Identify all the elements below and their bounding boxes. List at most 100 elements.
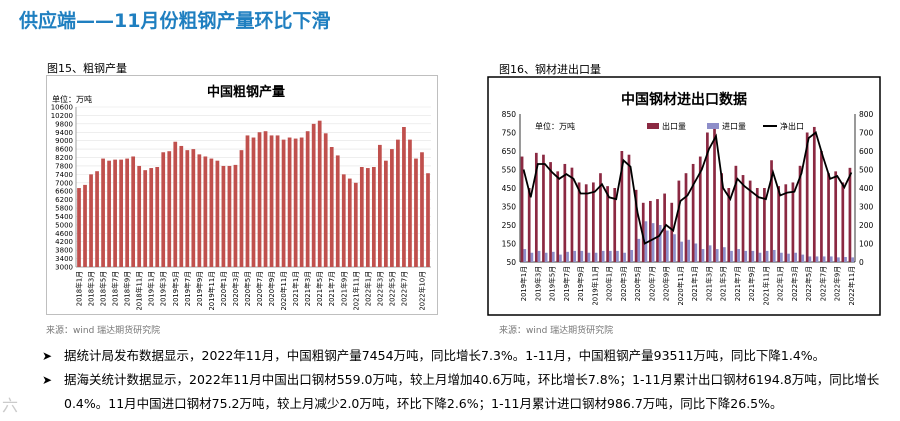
y-left-tick-label: 450 — [502, 184, 517, 193]
y-right-tick-label: 800 — [859, 110, 874, 119]
bar — [83, 184, 87, 267]
export-bar — [527, 188, 531, 262]
x-tick-label: 2019年1月 — [147, 271, 156, 306]
bullet-text: 据统计局发布数据显示，2022年11月，中国粗钢产量7454万吨，同比增长7.3… — [64, 348, 826, 363]
bar — [131, 156, 136, 267]
unit-label: 单位：万吨 — [52, 94, 92, 104]
export-bar — [727, 188, 731, 262]
export-bar — [770, 160, 773, 262]
export-bar — [556, 171, 560, 262]
x-tick-label: 2022年5月 — [387, 271, 396, 306]
x-tick-label: 2021年11月 — [351, 271, 360, 311]
bar — [341, 174, 346, 267]
bar — [305, 131, 310, 267]
bar — [269, 135, 274, 267]
import-bar — [673, 234, 676, 262]
y-tick-label: 3800 — [55, 247, 73, 255]
y-tick-label: 9000 — [55, 137, 73, 145]
import-bar — [829, 256, 833, 262]
x-tick-label: 2021年9月 — [339, 271, 348, 306]
x-tick-label: 2022年3月 — [790, 266, 799, 301]
import-bar — [680, 241, 683, 262]
x-tick-label: 2021年9月 — [747, 266, 756, 301]
fig16-source: 来源：wind 瑞达期货研究院 — [499, 326, 614, 336]
y-left-tick-label: 550 — [502, 166, 517, 175]
bar — [215, 160, 220, 267]
import-bar — [637, 238, 641, 262]
x-tick-label: 2022年5月 — [804, 266, 813, 301]
y-right-tick-label: 700 — [859, 129, 874, 138]
x-tick-label: 2020年11月 — [279, 271, 288, 311]
x-tick-label: 2019年11月 — [590, 266, 599, 306]
import-bar — [787, 253, 790, 262]
legend-label: 进口量 — [722, 122, 746, 131]
x-tick-label: 2021年5月 — [315, 271, 324, 306]
bar — [396, 139, 400, 267]
import-bar — [630, 249, 634, 262]
export-bar — [649, 200, 652, 262]
bar — [408, 139, 412, 267]
import-bar — [665, 230, 669, 262]
import-bar — [715, 249, 719, 262]
bar — [329, 147, 334, 267]
x-tick-label: 2021年1月 — [291, 271, 300, 306]
import-bar — [694, 243, 698, 262]
bar — [95, 171, 99, 267]
x-tick-label: 2020年3月 — [231, 271, 240, 306]
export-bar — [670, 202, 674, 262]
export-bar — [706, 132, 709, 262]
y-left-tick-label: 50 — [506, 258, 516, 267]
bar — [203, 156, 208, 267]
y-right-tick-label: 400 — [859, 184, 874, 193]
x-tick-label: 2020年9月 — [662, 266, 671, 301]
y-tick-label: 7000 — [55, 179, 73, 187]
import-bar — [616, 250, 619, 262]
import-bar — [722, 247, 726, 262]
bar — [420, 152, 424, 267]
export-bar — [841, 182, 845, 262]
legend-label: 净出口 — [780, 121, 804, 131]
export-bar — [763, 188, 766, 262]
y-right-tick-label: 200 — [859, 221, 874, 230]
import-bar — [765, 250, 769, 262]
bullet-text: 据海关统计数据显示，2022年11月中国出口钢材559.0万吨，较上月增加40.… — [64, 372, 880, 411]
export-bar — [606, 186, 609, 262]
import-bar — [772, 249, 776, 262]
bar — [191, 149, 196, 267]
import-bar — [530, 252, 534, 262]
export-bar — [827, 173, 830, 262]
bar — [281, 139, 286, 267]
y-tick-label: 9800 — [55, 120, 73, 128]
import-bar — [566, 251, 569, 262]
bar — [167, 151, 172, 267]
bar — [257, 132, 262, 267]
import-bar — [559, 254, 562, 262]
bar — [317, 120, 322, 268]
arrow-icon: ➤ — [42, 373, 53, 387]
x-tick-label: 2018年11月 — [135, 271, 144, 311]
bar — [384, 160, 388, 267]
import-bar — [851, 257, 855, 262]
y-left-tick-label: 850 — [502, 110, 517, 119]
x-tick-label: 2020年1月 — [219, 271, 228, 306]
bar — [390, 149, 394, 267]
y-tick-label: 10200 — [51, 112, 73, 120]
export-bar — [713, 123, 716, 262]
export-bar — [748, 180, 752, 262]
import-bar — [808, 256, 812, 262]
bar — [293, 138, 298, 267]
x-tick-label: 2018年5月 — [99, 271, 108, 306]
y-right-tick-label: 0 — [859, 258, 864, 267]
x-tick-label: 2022年7月 — [399, 271, 408, 306]
x-tick-label: 2019年9月 — [195, 271, 204, 306]
x-tick-label: 2021年5月 — [719, 266, 728, 301]
bar — [275, 135, 280, 267]
y-tick-label: 10600 — [51, 104, 73, 112]
import-bar — [708, 245, 712, 262]
x-tick-label: 2021年7月 — [733, 266, 742, 301]
x-tick-label: 2021年7月 — [327, 271, 336, 306]
bar — [137, 165, 142, 267]
x-tick-label: 2018年3月 — [87, 271, 96, 306]
bar — [245, 135, 250, 267]
legend-swatch — [647, 123, 659, 129]
